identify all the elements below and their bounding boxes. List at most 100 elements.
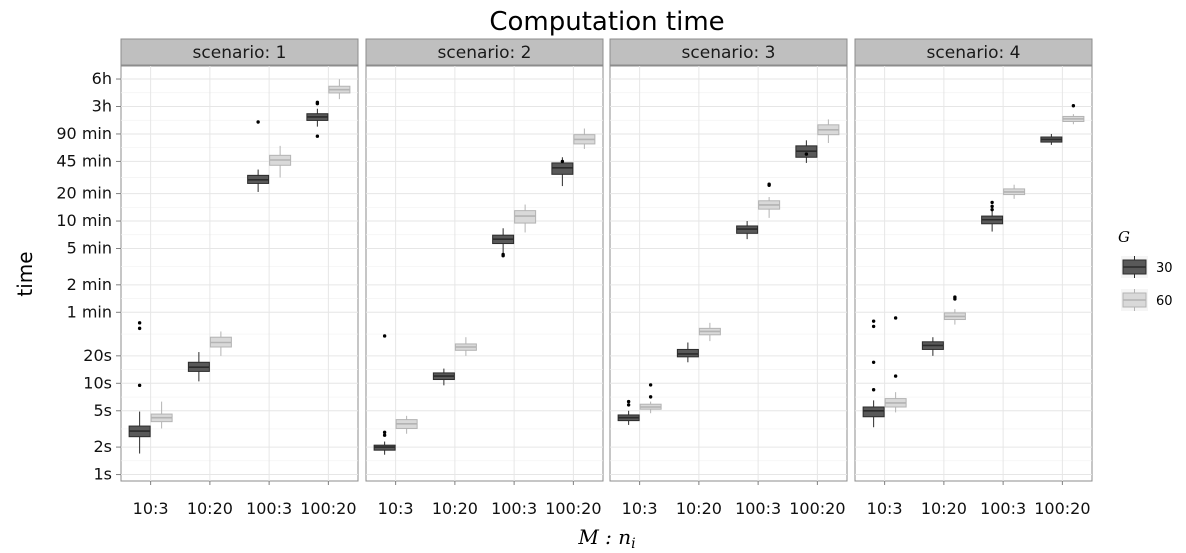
box-body (551, 162, 574, 175)
facet-strip (120, 38, 359, 66)
box-10:20-G30 (676, 342, 699, 363)
facet-strip (365, 38, 604, 66)
box-100:20-G30 (306, 100, 329, 138)
x-tick-label: 10:20 (187, 499, 233, 518)
facet-panel: scenario: 1 10:3 10:20 100:3 100:20 (120, 38, 359, 518)
gridlines (121, 66, 358, 481)
x-tick-label: 10:20 (432, 499, 478, 518)
gridlines (610, 66, 847, 481)
outlier-point (501, 252, 505, 257)
x-tick-label: 100:3 (980, 499, 1026, 518)
x-axis-title-main: M : n (577, 525, 631, 549)
box-100:20-G60 (817, 119, 840, 143)
box-10:3-G30 (862, 319, 885, 428)
outlier-point (871, 324, 876, 329)
box-100:3-G60 (514, 204, 537, 233)
box-100:3-G60 (1003, 184, 1026, 199)
outlier-point (953, 295, 957, 299)
facet-strip (854, 38, 1093, 66)
y-tick-label: 10s (83, 373, 112, 392)
legend-entry: 60 (1121, 289, 1173, 311)
panel-background (365, 65, 604, 482)
y-tick-label: 1s (93, 465, 112, 484)
y-tick-label: 45 min (56, 151, 112, 170)
box-10:3-G60 (395, 415, 418, 434)
facet-strip-label: scenario: 4 (927, 43, 1021, 63)
x-tick-label: 100:20 (545, 499, 601, 518)
box-100:20-G60 (328, 79, 351, 100)
legend-entry: 30 (1121, 256, 1173, 278)
box-100:20-G30 (1040, 133, 1063, 145)
y-tick-label: 5 min (67, 239, 112, 258)
outlier-point (990, 207, 994, 212)
box-10:20-G60 (698, 322, 721, 342)
outlier-point (990, 200, 994, 205)
facet-strip-label: scenario: 3 (682, 43, 776, 63)
x-axis-title: M : ni (577, 525, 635, 552)
outlier-point (990, 204, 994, 209)
box-10:20-G60 (209, 331, 232, 356)
outlier-point (560, 159, 565, 164)
outlier-point (382, 430, 387, 435)
outlier-point (871, 319, 876, 323)
box-100:3-G30 (247, 120, 270, 192)
x-tick-label: 10:3 (867, 499, 903, 518)
y-tick-label: 10 min (56, 211, 112, 230)
y-tick-label: 2 min (67, 275, 112, 294)
outlier-point (893, 374, 898, 378)
outlier-point (137, 326, 142, 331)
legend: G 30 60 (1118, 228, 1173, 311)
y-tick-label: 90 min (56, 124, 112, 143)
legend-title: G (1118, 228, 1130, 246)
box-100:3-G60 (758, 182, 781, 218)
x-tick-label: 100:3 (246, 499, 292, 518)
box-10:20-G30 (432, 368, 455, 386)
x-tick-label: 100:3 (491, 499, 537, 518)
box-10:3-G60 (150, 401, 173, 429)
x-tick-label: 10:3 (622, 499, 658, 518)
box-10:20-G30 (921, 337, 944, 356)
box-10:20-G60 (943, 295, 966, 325)
legend-label: 60 (1156, 294, 1173, 309)
x-tick-label: 100:20 (789, 499, 845, 518)
box-100:3-G30 (981, 200, 1004, 232)
x-tick-label: 100:20 (300, 499, 356, 518)
gridlines (366, 66, 603, 481)
y-tick-label: 1 min (67, 302, 112, 321)
outlier-point (315, 100, 320, 105)
facet-strip (609, 38, 848, 66)
outlier-point (893, 316, 898, 320)
panel-background (854, 65, 1093, 482)
outlier-point (626, 403, 631, 407)
outlier-point (871, 360, 876, 364)
y-tick-label: 6h (92, 69, 112, 88)
outlier-point (804, 152, 809, 156)
outlier-point (137, 383, 142, 388)
x-tick-label: 100:3 (735, 499, 781, 518)
outlier-point (382, 433, 387, 437)
outlier-point (767, 182, 771, 186)
facet-panel: scenario: 2 10:3 10:20 100:3 100:20 (365, 38, 604, 518)
y-tick-label: 5s (93, 401, 112, 420)
y-axis-title: time (13, 251, 37, 296)
box-10:20-G30 (187, 352, 210, 382)
facet-strip-label: scenario: 2 (438, 43, 532, 63)
box-100:3-G30 (492, 228, 515, 258)
y-axis: 1s 2s 5s 10s 20s 1 min 2 min 5 min 10 min 20 min 4… (56, 69, 121, 484)
facet-panels: scenario: 110:3 10:20 100:3 100:20scenario:… (120, 38, 1093, 518)
x-axis-title-subscript: i (631, 536, 635, 552)
y-tick-label: 20s (83, 346, 112, 365)
outlier-point (626, 399, 631, 404)
legend-label: 30 (1156, 261, 1173, 276)
outlier-point (648, 383, 653, 387)
box-10:3-G30 (128, 321, 151, 454)
outlier-point (256, 120, 260, 124)
box-100:20-G60 (573, 128, 596, 149)
outlier-point (382, 334, 387, 338)
x-tick-label: 10:20 (921, 499, 967, 518)
panel-background (609, 65, 848, 482)
outlier-point (648, 395, 653, 399)
y-tick-label: 2s (93, 437, 112, 456)
box-10:20-G60 (454, 337, 477, 356)
